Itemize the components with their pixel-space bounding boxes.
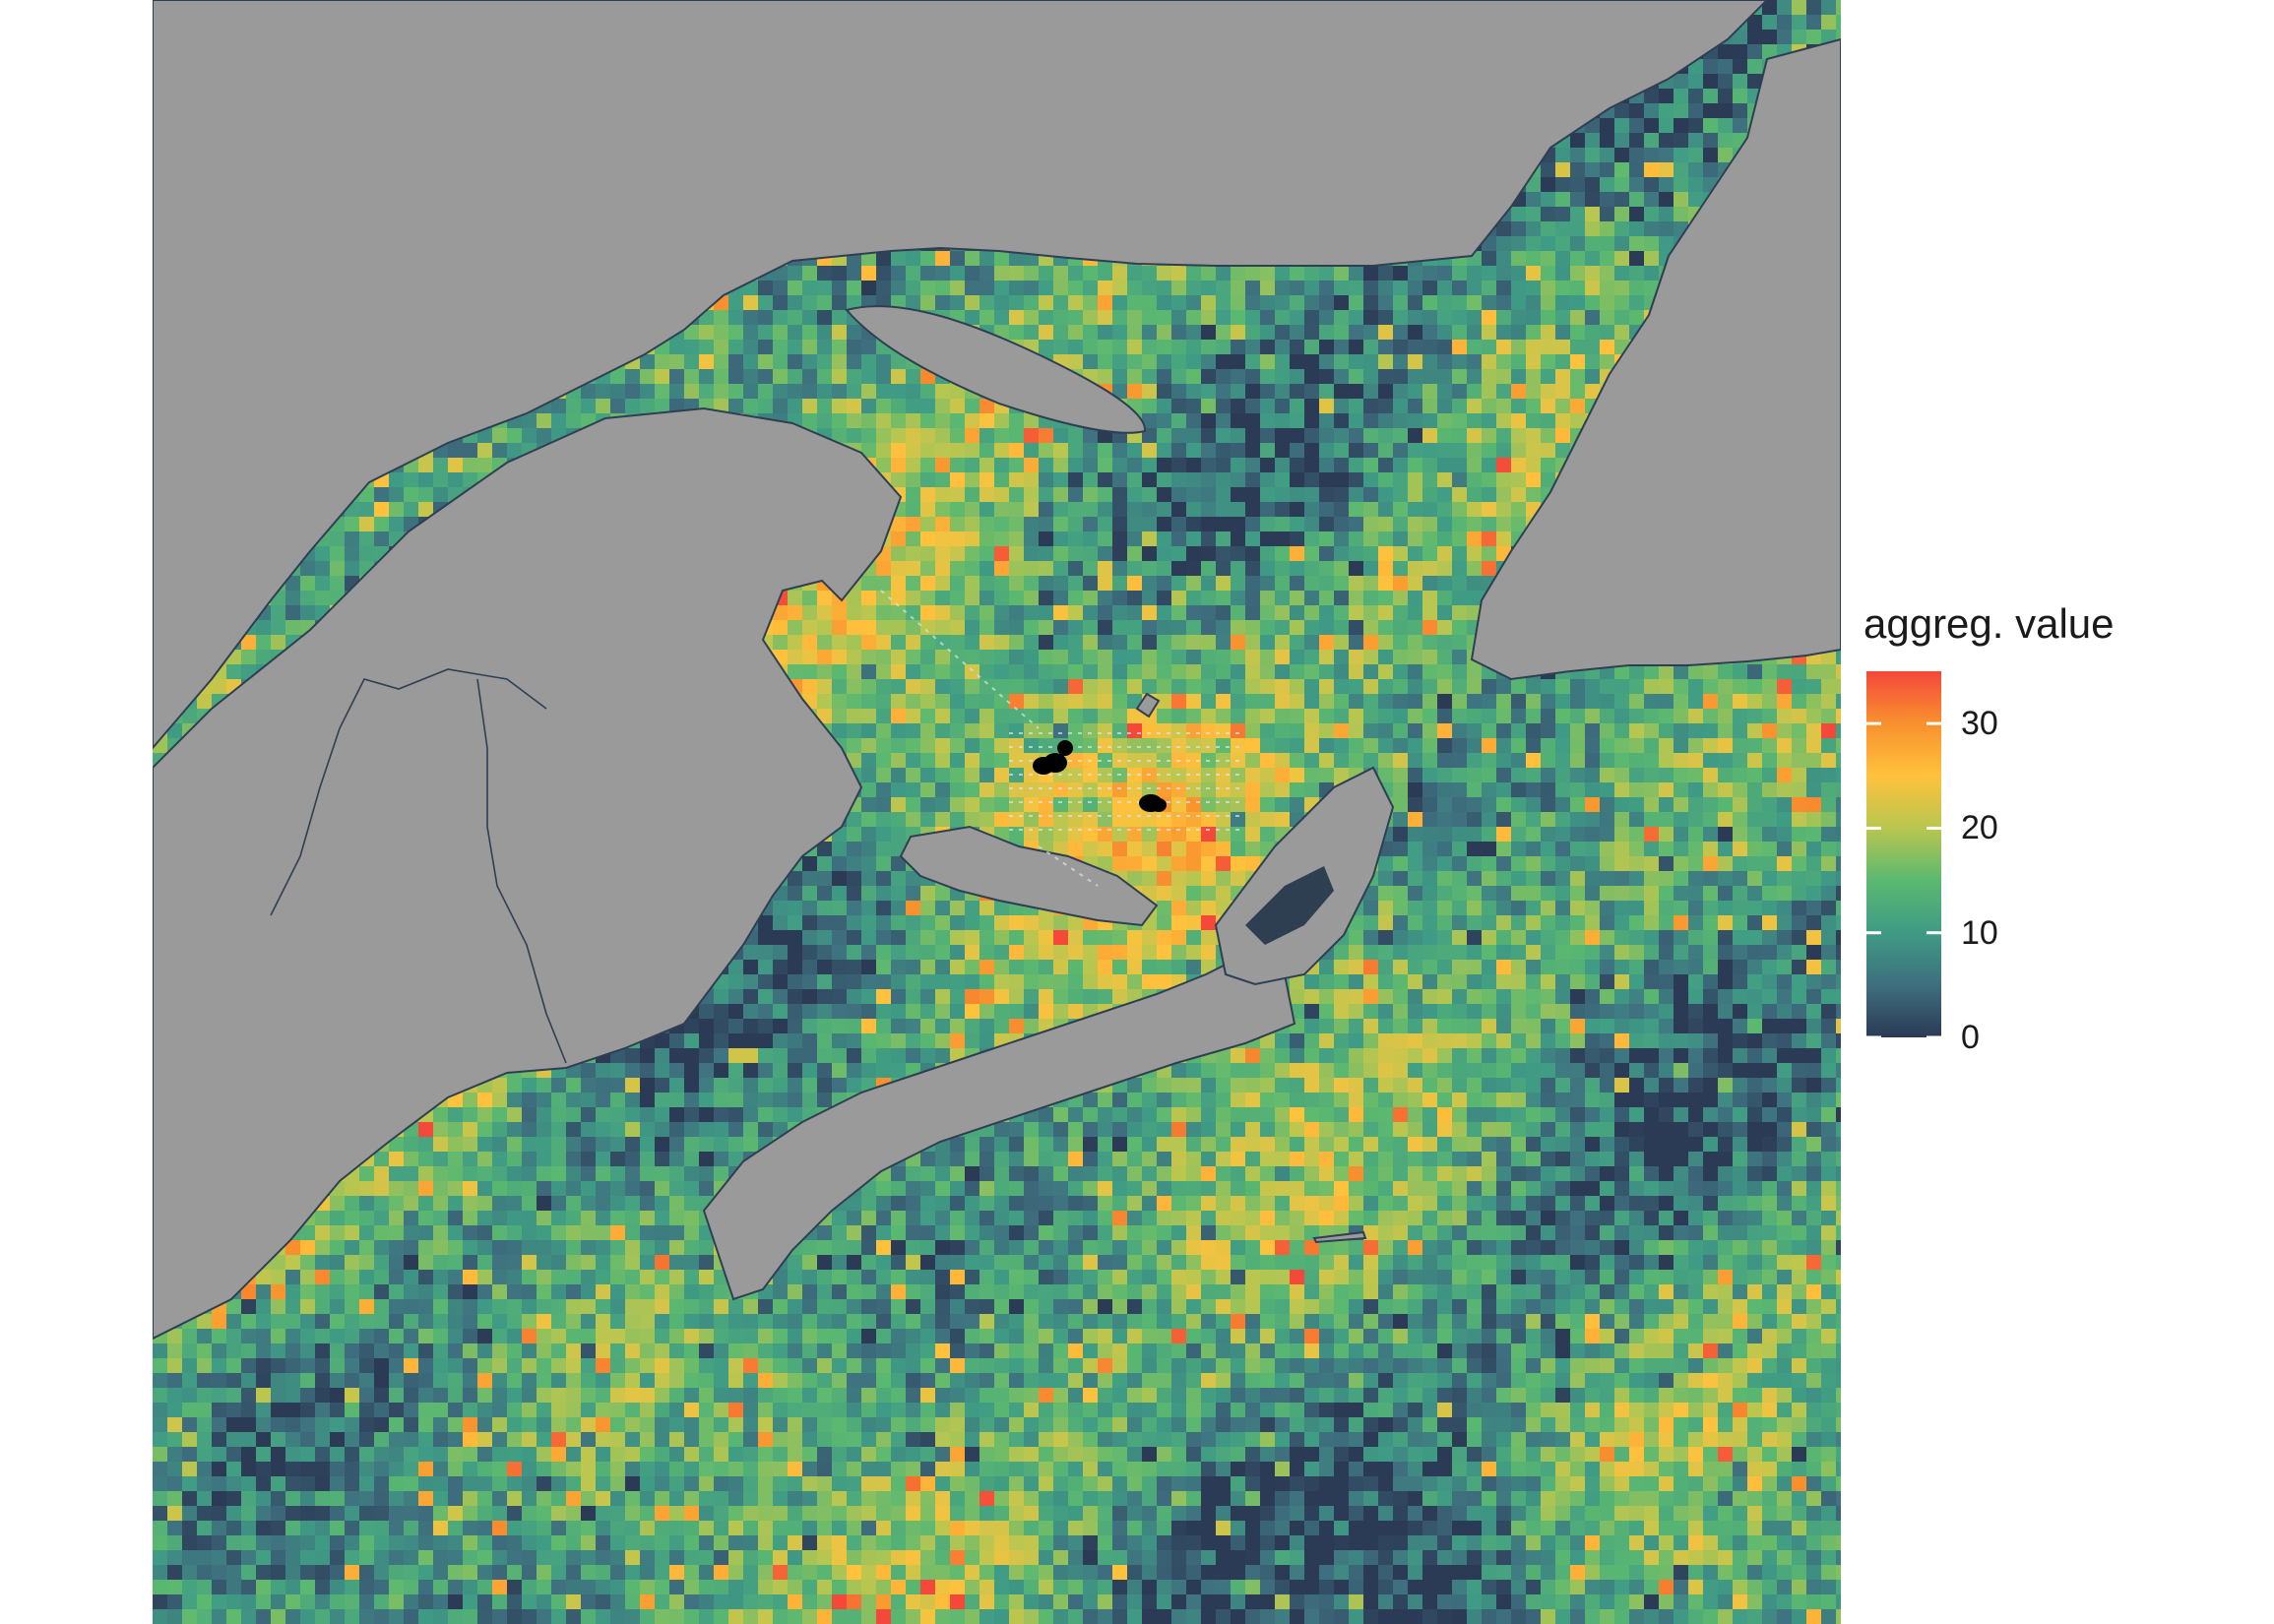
survey-station[interactable] [1033, 757, 1054, 775]
color-legend: aggreg. value 0 10 20 30 [1863, 600, 2257, 1056]
legend-tick-label: 0 [1961, 1019, 1980, 1056]
land-newfoundland [1470, 37, 1841, 681]
legend-color-bar [1866, 671, 1941, 1037]
land-north-shore [153, 0, 1769, 750]
survey-station[interactable] [1151, 798, 1167, 812]
land-sable-island [1312, 1230, 1367, 1244]
land-magdalen-islands [1135, 692, 1161, 718]
legend-tick-label: 30 [1961, 705, 1998, 743]
survey-station[interactable] [1057, 740, 1073, 756]
land-nova-scotia [702, 953, 1296, 1301]
map-panel[interactable] [153, 0, 1841, 1624]
land-anticosti-island [845, 305, 1147, 434]
border-quebec-newbrunswick [270, 668, 547, 916]
land-bras-dor-lake [1245, 866, 1334, 945]
land-gaspe-newbrunswick [153, 406, 903, 1341]
border-maine-newbrunswick [476, 678, 567, 1064]
land-masses [153, 0, 1841, 1341]
land-prince-edward-island [899, 825, 1159, 927]
survey-stations [1033, 740, 1167, 812]
legend-tick-label: 10 [1961, 913, 1998, 952]
map-canvas[interactable] [153, 0, 1841, 1624]
border-lines [270, 668, 567, 1064]
legend-tick-label: 20 [1961, 809, 1998, 847]
legend-title: aggreg. value [1863, 600, 2115, 647]
